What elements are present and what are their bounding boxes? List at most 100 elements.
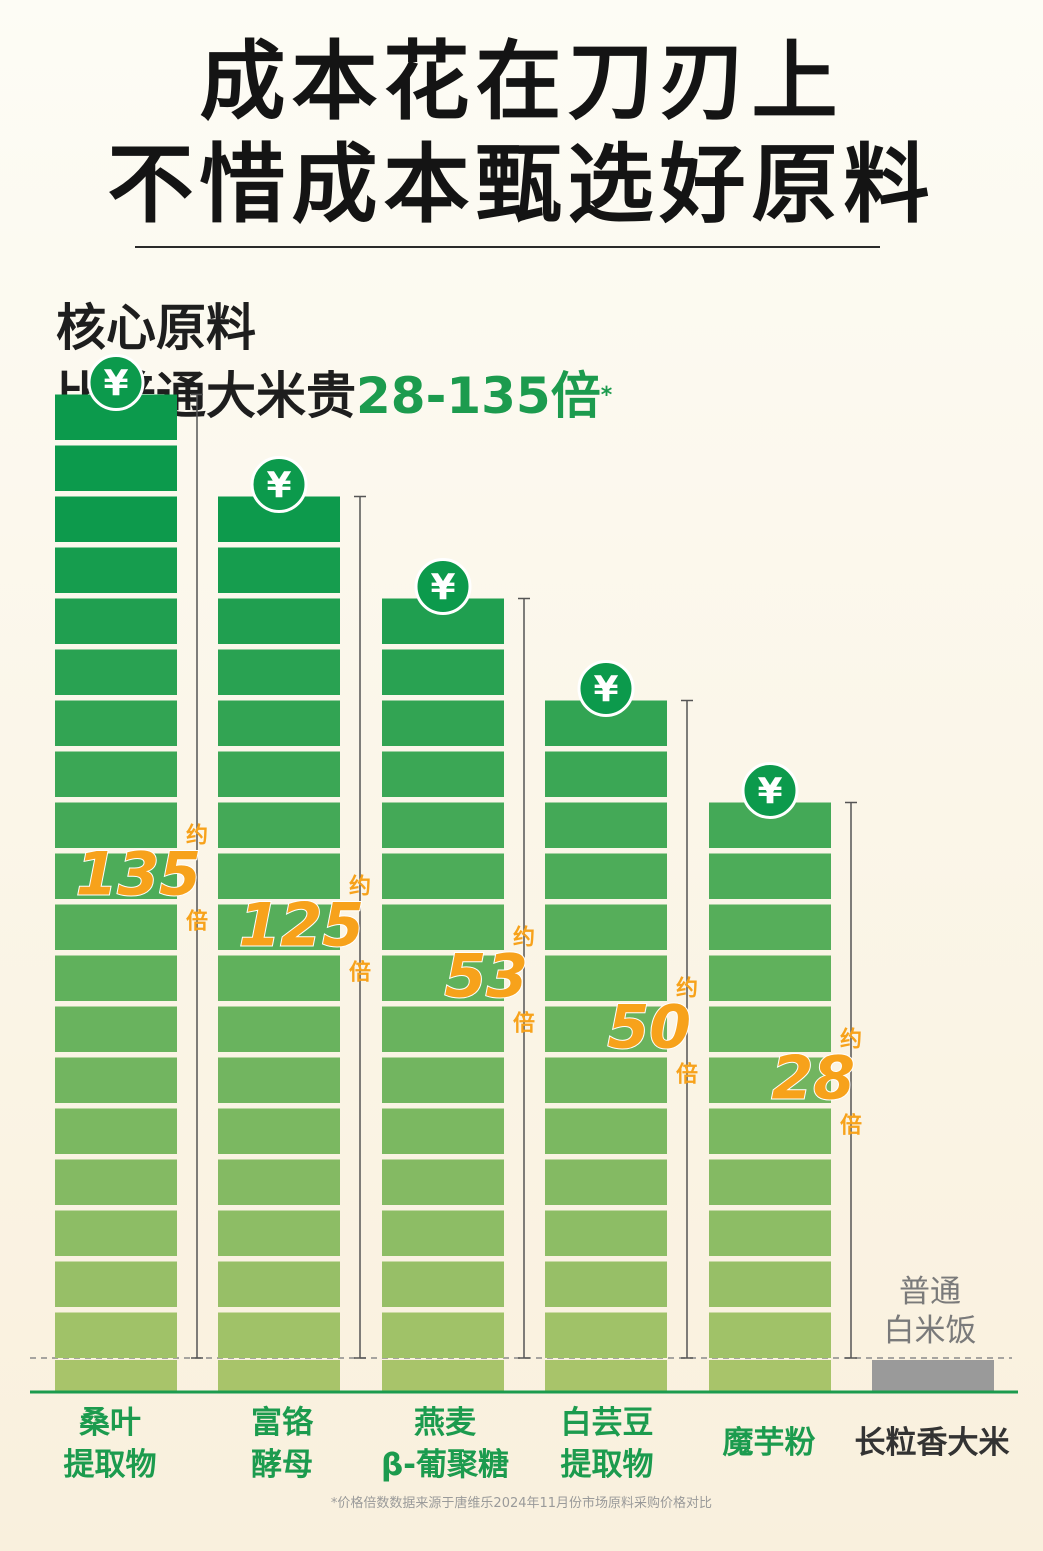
bar-block: [55, 496, 177, 542]
bar-block: [709, 853, 831, 899]
value-label-number: 125: [239, 890, 364, 960]
bar-block: [55, 955, 177, 1001]
category-label-line1: 富铬: [251, 1405, 313, 1441]
bar-block: [218, 955, 340, 1001]
bar-block: [218, 802, 340, 848]
bar-block: [709, 1261, 831, 1307]
bar-block: [382, 1261, 504, 1307]
yuan-icon: [577, 660, 635, 717]
bar-block: [709, 1108, 831, 1154]
baseline-label-line1: 普通: [899, 1274, 961, 1310]
bar-block: [709, 1312, 831, 1358]
bar-block: [55, 1108, 177, 1154]
subtitle-highlight: 28-135倍: [356, 367, 601, 425]
bar-block: [382, 1312, 504, 1358]
bar-block: [55, 1312, 177, 1358]
bar-block: [545, 1108, 667, 1154]
category-label: 白芸豆 提取物: [517, 1402, 697, 1486]
bar-rice-block: [872, 1360, 994, 1392]
bar-block: [382, 853, 504, 899]
bar-block: [545, 1210, 667, 1256]
value-label-number: 50: [608, 992, 692, 1062]
yuan-icon-symbol: ¥: [593, 670, 618, 711]
category-label: 魔芋粉: [679, 1422, 859, 1464]
bar-block: [218, 598, 340, 644]
bar-block: [545, 1159, 667, 1205]
bar-block: [545, 802, 667, 848]
bar-block: [55, 1261, 177, 1307]
value-label-prefix: 约: [513, 924, 535, 950]
category-label-line1: 长粒香大米: [854, 1425, 1010, 1461]
value-label-number: 53: [445, 941, 529, 1011]
bar-block: [218, 1006, 340, 1052]
bar-block: [218, 904, 340, 950]
category-label: 燕麦 β-葡聚糖: [355, 1402, 535, 1486]
value-label-suffix: 倍: [676, 1061, 698, 1087]
bar-block: [545, 1057, 667, 1103]
bar-block: [55, 853, 177, 899]
category-label-line1: 燕麦: [414, 1405, 476, 1441]
bar-block: [382, 904, 504, 950]
category-label-line2: 提取物: [560, 1447, 654, 1483]
footnote-mark: *: [600, 383, 613, 408]
bar-block: [55, 1006, 177, 1052]
bar-block: [55, 649, 177, 695]
value-label-suffix: 倍: [840, 1112, 862, 1138]
bar-block: [545, 955, 667, 1001]
baseline-label-line2: 白米饭: [884, 1313, 977, 1349]
bar-block: [218, 1057, 340, 1103]
bar-block: [55, 1057, 177, 1103]
title-divider: [135, 246, 880, 248]
bar-block: [382, 802, 504, 848]
value-label-number: 135: [76, 839, 201, 909]
bar-block: [545, 1261, 667, 1307]
bar-block: [218, 1210, 340, 1256]
bar-block: [382, 1108, 504, 1154]
value-label-number: 28: [772, 1043, 856, 1113]
value-label-prefix: 约: [349, 873, 371, 899]
yuan-icon-symbol: ¥: [103, 364, 128, 405]
bar-block: [709, 955, 831, 1001]
bar-block: [218, 853, 340, 899]
bar-block: [218, 1108, 340, 1154]
bar-block: [382, 1210, 504, 1256]
category-label-line2: 提取物: [63, 1447, 157, 1483]
page-title-line1: 成本花在刀刃上: [199, 31, 844, 132]
bar-block: [382, 700, 504, 746]
bar-block: [55, 904, 177, 950]
bar-base-block: [55, 1360, 177, 1392]
value-label-suffix: 倍: [349, 959, 371, 985]
bar-block: [382, 1057, 504, 1103]
bar-block: [545, 1312, 667, 1358]
category-label: 长粒香大米: [842, 1422, 1022, 1464]
bar-block: [55, 700, 177, 746]
value-label-suffix: 倍: [513, 1010, 535, 1036]
bar-block: [709, 1006, 831, 1052]
bar-base-block: [382, 1360, 504, 1392]
bar-block: [545, 904, 667, 950]
bar-block: [382, 1006, 504, 1052]
bar-block: [218, 1159, 340, 1205]
subtitle-line1: 核心原料: [56, 299, 256, 357]
value-label-prefix: 约: [186, 822, 208, 848]
yuan-icon: [414, 558, 472, 615]
bar-block: [55, 598, 177, 644]
bar-block: [55, 802, 177, 848]
bar-block: [382, 649, 504, 695]
page-title-line2: 不惜成本甄选好原料: [107, 134, 936, 235]
category-label: 桑叶 提取物: [20, 1402, 200, 1486]
bar-block: [382, 955, 504, 1001]
bar-block: [709, 904, 831, 950]
bar-block: [55, 751, 177, 797]
bar-block: [218, 547, 340, 593]
category-label-line1: 魔芋粉: [722, 1425, 816, 1461]
bar-block: [55, 445, 177, 491]
category-label-line1: 桑叶: [79, 1405, 141, 1441]
bar-block: [55, 1159, 177, 1205]
category-label-line2: 酵母: [251, 1447, 313, 1483]
category-label: 富铬 酵母: [192, 1402, 372, 1486]
bar-block: [55, 547, 177, 593]
bar-block: [218, 700, 340, 746]
bar-block: [545, 853, 667, 899]
